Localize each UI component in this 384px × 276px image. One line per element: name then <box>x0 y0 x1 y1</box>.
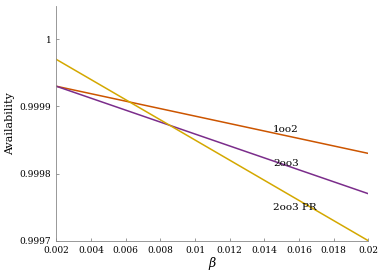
Text: 1oo2: 1oo2 <box>273 125 299 134</box>
Text: 2oo3 PR: 2oo3 PR <box>273 203 317 212</box>
Y-axis label: Availability: Availability <box>5 92 16 155</box>
Text: 2oo3: 2oo3 <box>273 159 299 168</box>
X-axis label: β: β <box>209 258 216 270</box>
